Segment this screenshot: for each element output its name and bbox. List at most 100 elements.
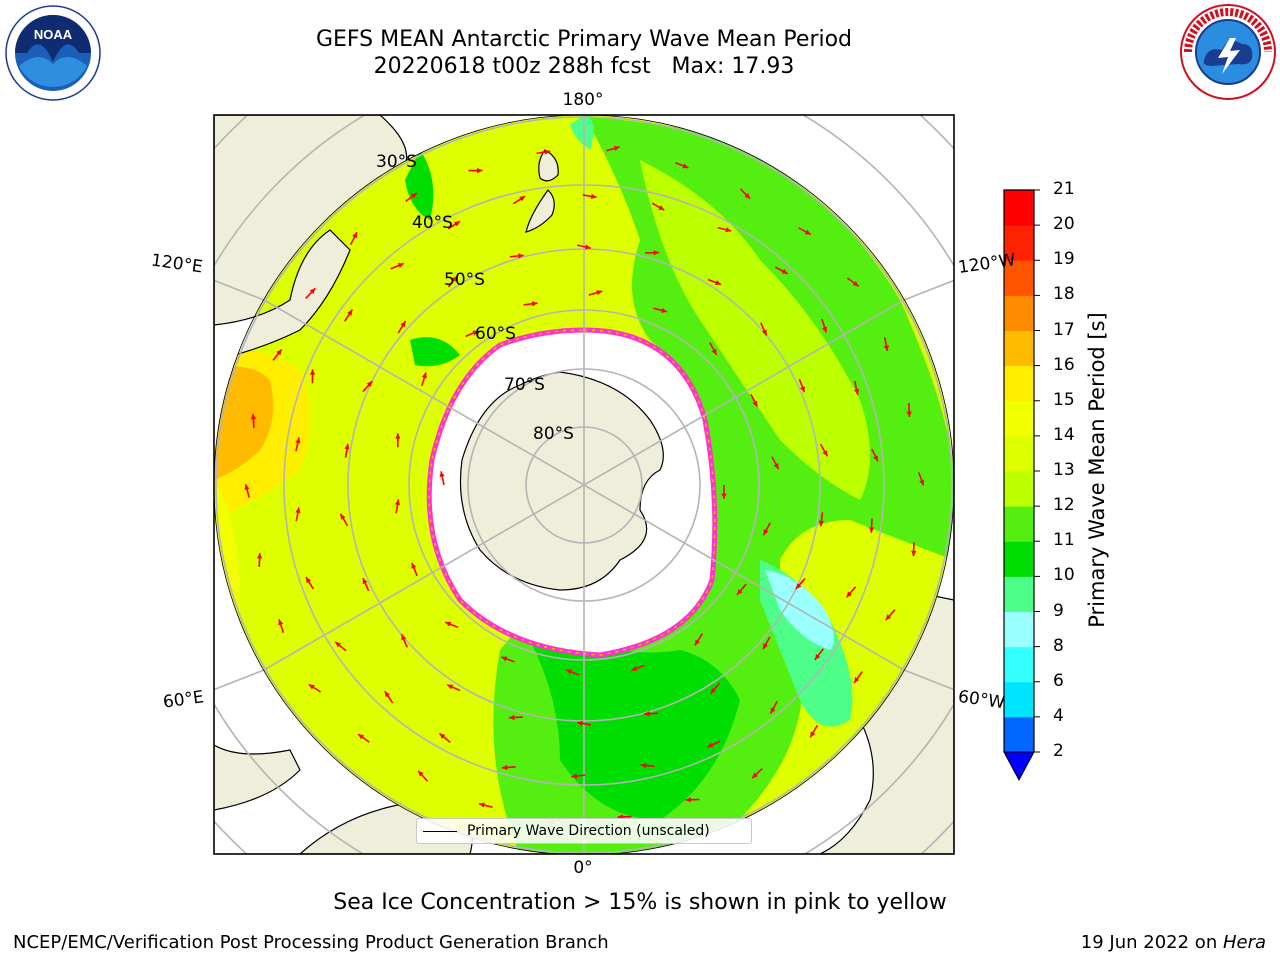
lon-label-0: 0° bbox=[573, 858, 593, 878]
direction-arrow-head bbox=[421, 372, 427, 379]
direction-arrow-head bbox=[577, 720, 583, 726]
colorbar-tick-label: 15 bbox=[1053, 389, 1075, 410]
direction-arrow-head bbox=[868, 527, 875, 533]
direction-arrow-head bbox=[752, 400, 758, 407]
direction-arrow-head bbox=[276, 349, 282, 356]
direction-arrow-head bbox=[644, 711, 650, 717]
direction-arrow-head bbox=[308, 684, 315, 690]
svg-text:NOAA: NOAA bbox=[34, 27, 73, 42]
direction-arrow-head bbox=[395, 433, 401, 439]
colorbar-tick-label: 6 bbox=[1053, 670, 1064, 691]
direction-arrow-head bbox=[658, 205, 665, 211]
direction-arrow-head bbox=[571, 773, 578, 779]
direction-arrow-head bbox=[873, 455, 878, 462]
colorbar-tick-label: 9 bbox=[1053, 600, 1064, 621]
footer-date-text: 19 Jun 2022 on bbox=[1080, 932, 1223, 953]
direction-arrow-head bbox=[613, 145, 620, 151]
wave-direction-arrows bbox=[244, 145, 925, 825]
colorbar-tick-label: 13 bbox=[1053, 460, 1075, 480]
direction-arrow-head bbox=[531, 301, 538, 307]
direction-arrow-head bbox=[773, 463, 779, 470]
direction-arrow-head bbox=[472, 330, 479, 336]
direction-arrow-head bbox=[906, 411, 912, 418]
nws-logo bbox=[1180, 4, 1276, 100]
direction-arrow-head bbox=[244, 484, 250, 491]
direction-arrow-head bbox=[763, 529, 769, 536]
direction-arrow-head bbox=[707, 742, 714, 748]
direction-arrow-head bbox=[451, 275, 458, 282]
direction-arrow-head bbox=[544, 149, 551, 155]
direction-arrow-head bbox=[737, 589, 743, 595]
colorbar-segment bbox=[1004, 365, 1034, 402]
direction-arrow-head bbox=[305, 577, 312, 583]
direction-arrow-head bbox=[854, 388, 860, 395]
map-legend: Primary Wave Direction (unscaled) bbox=[416, 818, 752, 844]
colorbar-tick-label: 18 bbox=[1053, 284, 1075, 305]
lat-label-40s: 40°S bbox=[412, 213, 453, 233]
legend-line-swatch bbox=[423, 830, 457, 832]
direction-arrow-head bbox=[744, 193, 751, 199]
colorbar-segment bbox=[1004, 541, 1034, 577]
direction-arrow-head bbox=[397, 263, 404, 268]
direction-arrow-head bbox=[715, 280, 722, 286]
direction-arrow-head bbox=[631, 665, 638, 671]
direction-arrow-head bbox=[454, 221, 460, 227]
footer-credit: NCEP/EMC/Verification Post Processing Pr… bbox=[13, 932, 609, 953]
colorbar-tick-label: 4 bbox=[1053, 705, 1064, 726]
direction-arrow-head bbox=[309, 288, 316, 294]
direction-arrow-head bbox=[501, 656, 508, 662]
colorbar-segment bbox=[1004, 611, 1034, 648]
noaa-logo: NOAA bbox=[5, 5, 101, 101]
direction-arrow-head bbox=[439, 733, 446, 739]
colorbar-segment bbox=[1004, 295, 1034, 331]
colorbar-segment bbox=[1004, 260, 1034, 296]
direction-arrow-head bbox=[852, 280, 859, 287]
colorbar-segment bbox=[1004, 681, 1034, 718]
direction-arrow-head bbox=[518, 253, 524, 259]
chart-subtitle: 20220618 t00z 288h fcst Max: 17.93 bbox=[373, 54, 795, 79]
colorbar-tick-label: 21 bbox=[1053, 179, 1075, 199]
colorbar-tick-label: 12 bbox=[1053, 495, 1075, 516]
direction-arrow-head bbox=[653, 250, 660, 256]
lat-label-70s: 70°S bbox=[504, 375, 545, 395]
direction-arrow-head bbox=[278, 619, 284, 626]
direction-arrow-head bbox=[519, 196, 526, 202]
direction-arrow-head bbox=[810, 731, 816, 738]
colorbar-extend-arrow bbox=[1003, 751, 1035, 782]
direction-arrow-head bbox=[344, 443, 350, 450]
direction-arrow-head bbox=[752, 772, 758, 779]
direction-arrow-head bbox=[477, 167, 483, 174]
direction-arrow-head bbox=[439, 471, 445, 478]
direction-arrow-head bbox=[445, 621, 452, 627]
graticule bbox=[215, 115, 953, 854]
colorbar-tick-label: 16 bbox=[1053, 354, 1075, 375]
colorbar-tick-label: 11 bbox=[1053, 530, 1075, 551]
direction-arrow-head bbox=[911, 550, 917, 557]
colorbar-tick-label: 2 bbox=[1053, 741, 1064, 761]
colorbar-segment bbox=[1004, 330, 1034, 367]
colorbar-tick-label: 17 bbox=[1053, 319, 1075, 340]
lat-label-60s: 60°S bbox=[475, 324, 516, 344]
direction-arrow-head bbox=[400, 321, 406, 328]
direction-arrow-head bbox=[447, 684, 454, 690]
colorbar-tick-label: 14 bbox=[1053, 424, 1075, 445]
direction-arrow-head bbox=[250, 413, 256, 420]
direction-arrow-head bbox=[846, 591, 852, 598]
direction-arrow-head bbox=[596, 290, 603, 296]
direction-arrow-head bbox=[883, 345, 889, 352]
direction-arrow-head bbox=[854, 676, 860, 683]
direction-arrow-head bbox=[661, 307, 668, 313]
direction-arrow-head bbox=[418, 770, 424, 777]
colorbar-title: Primary Wave Mean Period [s] bbox=[1085, 312, 1109, 628]
direction-arrow-head bbox=[822, 450, 828, 457]
direction-arrow-head bbox=[384, 691, 390, 698]
direction-arrow-head bbox=[352, 232, 357, 239]
legend-label: Primary Wave Direction (unscaled) bbox=[467, 823, 710, 839]
footer-date: 19 Jun 2022 on Hera bbox=[1081, 932, 1266, 953]
direction-arrow-head bbox=[721, 493, 727, 499]
direction-arrow-head bbox=[309, 369, 316, 375]
colorbar-segment bbox=[1004, 225, 1034, 261]
direction-arrow-head bbox=[366, 381, 373, 387]
direction-arrow-head bbox=[800, 386, 805, 393]
